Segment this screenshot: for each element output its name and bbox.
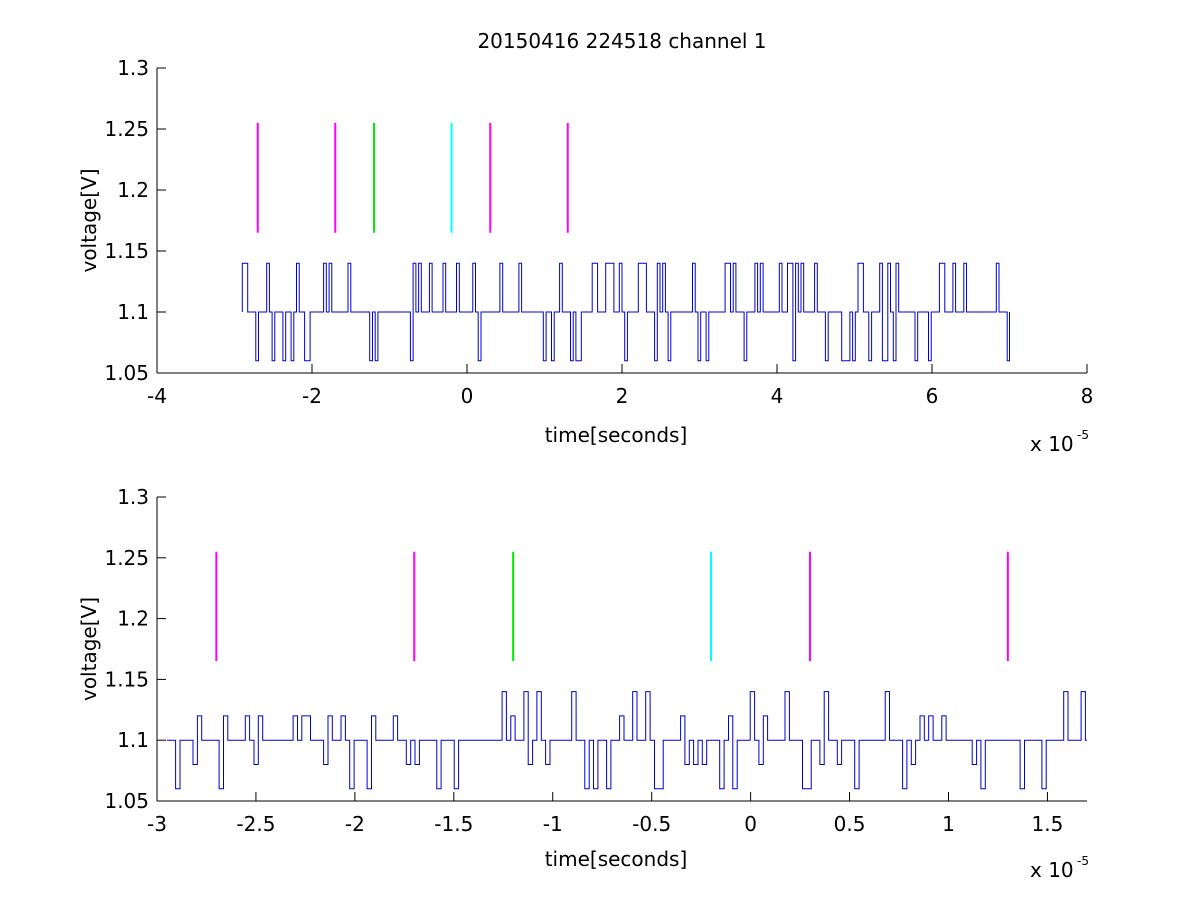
x-axis-label: time[seconds] xyxy=(545,423,688,447)
y-tick-label: 1.05 xyxy=(104,361,149,385)
y-tick-label: 1.15 xyxy=(104,667,149,691)
signal-trace xyxy=(241,262,1010,362)
x-tick-label: 0 xyxy=(744,812,757,836)
x-tick-label: 8 xyxy=(1081,384,1094,408)
y-axis-label: voltage[V] xyxy=(77,168,101,272)
x-tick-label: -1.5 xyxy=(434,812,473,836)
x-axis-multiplier-exponent: -5 xyxy=(1077,428,1089,442)
x-tick-label: 6 xyxy=(926,384,939,408)
x-tick-label: 2 xyxy=(616,384,629,408)
x-tick-label: -2 xyxy=(345,812,365,836)
x-tick-label: -0.5 xyxy=(632,812,671,836)
y-tick-label: 1.2 xyxy=(117,607,149,631)
x-tick-label: 1.5 xyxy=(1032,812,1064,836)
x-tick-label: 0.5 xyxy=(834,812,866,836)
y-tick-label: 1.05 xyxy=(104,789,149,813)
y-tick-label: 1.3 xyxy=(117,56,149,80)
y-tick-label: 1.1 xyxy=(117,300,149,324)
y-tick-label: 1.3 xyxy=(117,485,149,509)
x-axis-multiplier: x 10 xyxy=(1030,858,1074,882)
x-tick-label: 1 xyxy=(942,812,955,836)
bottom-plot: 1.05 1.1 1.15 1.2 1.25 1.3 -3 -2.5 -2 -1.5 -1 -0.5 0… xyxy=(77,485,1089,882)
y-tick-label: 1.1 xyxy=(117,728,149,752)
y-tick-label: 1.15 xyxy=(104,239,149,263)
top-plot: 1.05 1.1 1.15 1.2 1.25 1.3 -4 -2 0 2 4 6 8 time[secon… xyxy=(77,56,1093,456)
figure-title: 20150416 224518 channel 1 xyxy=(477,29,766,53)
y-tick-label: 1.2 xyxy=(117,178,149,202)
y-axis-label: voltage[V] xyxy=(77,597,101,701)
signal-trace xyxy=(166,691,1087,790)
x-axis-multiplier-exponent: -5 xyxy=(1077,854,1089,868)
x-tick-label: 4 xyxy=(771,384,784,408)
y-tick-label: 1.25 xyxy=(104,117,149,141)
y-tick-label: 1.25 xyxy=(104,546,149,570)
x-tick-label: 0 xyxy=(461,384,474,408)
x-tick-label: -2 xyxy=(302,384,322,408)
x-axis-label: time[seconds] xyxy=(545,847,688,871)
x-tick-label: -3 xyxy=(147,812,167,836)
x-tick-label: -4 xyxy=(147,384,167,408)
x-axis-multiplier: x 10 xyxy=(1030,432,1074,456)
x-tick-label: -2.5 xyxy=(236,812,275,836)
x-tick-label: -1 xyxy=(543,812,563,836)
